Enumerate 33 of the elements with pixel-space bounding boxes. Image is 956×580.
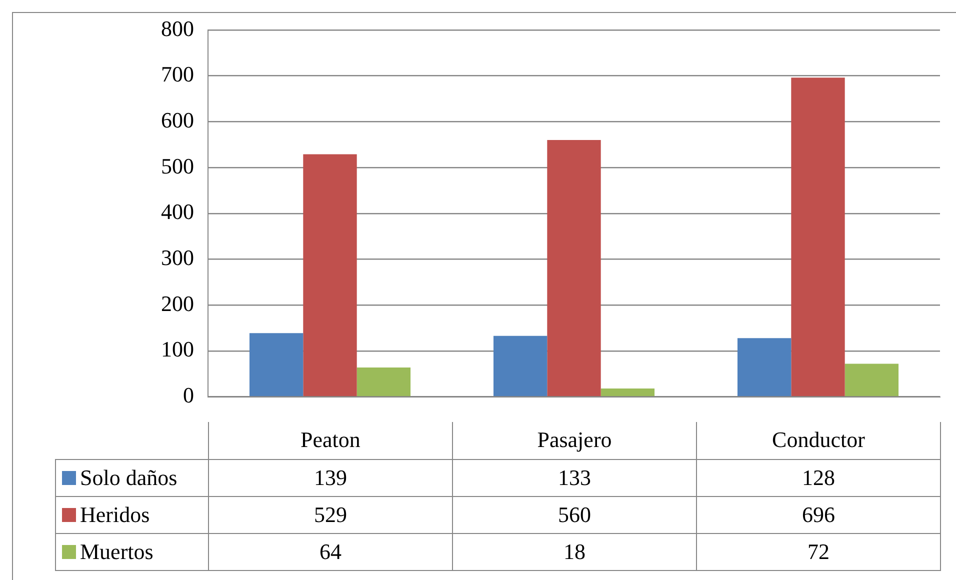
y-tick-label: 600 [161,107,194,132]
x-tick-label: Peaton [208,422,452,459]
data-label: 529 [208,496,452,533]
y-tick-label: 0 [183,382,194,408]
bar [600,388,655,396]
x-tick-label: Pasajero [452,422,696,459]
bar [791,78,845,396]
y-tick-label: 300 [161,245,194,270]
y-tick-label: 700 [161,62,194,87]
data-label: 139 [208,459,452,496]
bar [493,336,548,396]
bar [249,333,304,396]
bar [303,154,357,396]
legend-label: Solo daños [80,464,178,490]
bar [737,338,792,396]
data-label: 696 [696,496,940,533]
legend-label: Muertos [80,538,154,564]
legend-label: Heridos [80,502,150,526]
data-label: 128 [696,459,940,496]
data-label: 560 [452,496,696,533]
y-tick-label: 400 [161,199,194,224]
y-tick-label: 500 [161,153,194,178]
data-label: 64 [208,533,452,570]
data-label: 18 [452,533,696,570]
data-label: 72 [696,533,940,570]
y-tick-label: 800 [161,16,194,41]
bar [547,140,601,396]
bar [844,364,899,396]
y-tick-label: 200 [161,290,194,316]
data-label: 133 [452,459,696,496]
y-tick-label: 100 [161,336,194,362]
x-tick-label: Conductor [696,422,940,459]
bar [356,367,411,396]
